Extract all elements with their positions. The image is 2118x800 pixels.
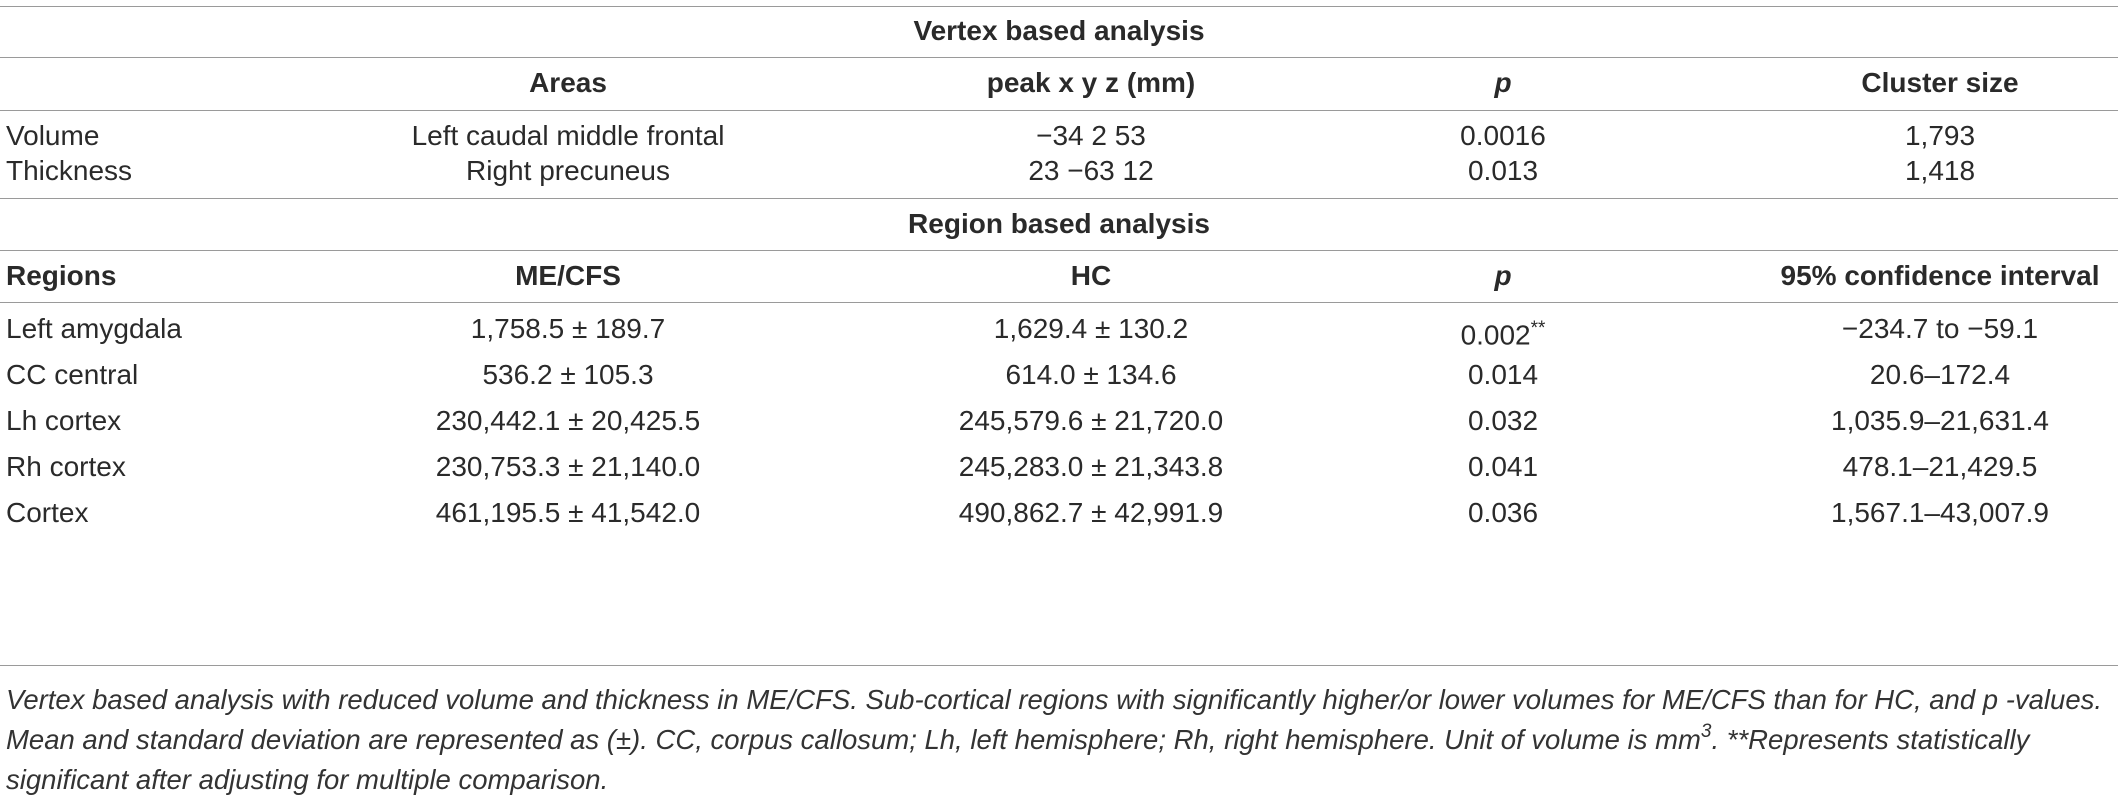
- region-cell-ci: 1,567.1–43,007.9: [1831, 497, 2049, 528]
- region-cell-p: 0.036: [1467, 497, 1539, 528]
- region-row-label: Left amygdala: [6, 313, 182, 344]
- region-cell-p: 0.014: [1467, 359, 1539, 390]
- region-row-label: Rh cortex: [6, 451, 126, 482]
- region-cell-hc: 1,629.4 ± 130.2: [993, 313, 1189, 344]
- vertex-row-label: Thickness: [6, 155, 133, 186]
- vertex-cell-peak: 23 −63 12: [1028, 155, 1154, 186]
- caption-superscript: 3: [1700, 720, 1712, 742]
- region-cell-ci: 1,035.9–21,631.4: [1831, 405, 2049, 436]
- significance-marker: **: [1530, 318, 1546, 339]
- table-caption: Vertex based analysis with reduced volum…: [6, 680, 2110, 800]
- rule-bottom: [0, 665, 2118, 666]
- region-cell-mecfs: 230,442.1 ± 20,425.5: [435, 405, 701, 436]
- region-row-label: Lh cortex: [6, 405, 122, 436]
- region-header-mecfs: ME/CFS: [515, 260, 621, 291]
- rule-vertex-header: [0, 110, 2118, 111]
- vertex-cell-cluster-size: 1,793: [1904, 120, 1976, 151]
- region-cell-mecfs: 230,753.3 ± 21,140.0: [435, 451, 701, 482]
- caption-text: Vertex based analysis with reduced volum…: [6, 684, 2103, 755]
- region-cell-mecfs: 1,758.5 ± 189.7: [470, 313, 666, 344]
- vertex-header-peak: peak x y z (mm): [986, 67, 1196, 98]
- vertex-cell-area: Left caudal middle frontal: [411, 120, 725, 151]
- vertex-cell-p: 0.0016: [1460, 120, 1546, 151]
- region-cell-mecfs: 461,195.5 ± 41,542.0: [435, 497, 701, 528]
- region-header-p: p: [1494, 260, 1512, 291]
- region-cell-mecfs: 536.2 ± 105.3: [482, 359, 654, 390]
- vertex-header-cluster-size: Cluster size: [1861, 67, 2019, 98]
- rule-vertex-end: [0, 198, 2118, 199]
- rule-region-title: [0, 250, 2118, 251]
- rule-top: [0, 6, 2118, 7]
- region-cell-hc: 490,862.7 ± 42,991.9: [958, 497, 1224, 528]
- rule-region-header: [0, 302, 2118, 303]
- rule-vertex-title: [0, 57, 2118, 58]
- region-header-regions: Regions: [6, 260, 117, 291]
- region-cell-hc: 245,283.0 ± 21,343.8: [958, 451, 1224, 482]
- vertex-section-title: Vertex based analysis: [913, 15, 1205, 46]
- region-cell-ci: −234.7 to −59.1: [1841, 313, 2039, 344]
- vertex-cell-p: 0.013: [1467, 155, 1539, 186]
- vertex-cell-peak: −34 2 53: [1036, 120, 1146, 151]
- region-cell-ci: 20.6–172.4: [1869, 359, 2011, 390]
- region-section-title: Region based analysis: [908, 208, 1210, 239]
- p-value: 0.002: [1460, 319, 1531, 351]
- region-row-label: Cortex: [6, 497, 89, 528]
- region-cell-ci: 478.1–21,429.5: [1842, 451, 2038, 482]
- region-row-label: CC central: [6, 359, 139, 390]
- region-cell-p: 0.041: [1467, 451, 1539, 482]
- vertex-header-areas: Areas: [529, 67, 607, 98]
- vertex-cell-area: Right precuneus: [466, 155, 670, 186]
- region-cell-hc: 614.0 ± 134.6: [1005, 359, 1177, 390]
- region-cell-p: 0.032: [1467, 405, 1539, 436]
- region-cell-p: 0.002**: [1461, 312, 1546, 352]
- vertex-header-p: p: [1494, 67, 1512, 98]
- vertex-row-label: Volume: [6, 120, 100, 151]
- region-header-ci: 95% confidence interval: [1780, 260, 2100, 291]
- region-cell-hc: 245,579.6 ± 21,720.0: [958, 405, 1224, 436]
- caption-text-end: . **Represents statistically significant…: [6, 724, 2030, 795]
- region-header-hc: HC: [1070, 260, 1112, 291]
- vertex-cell-cluster-size: 1,418: [1904, 155, 1976, 186]
